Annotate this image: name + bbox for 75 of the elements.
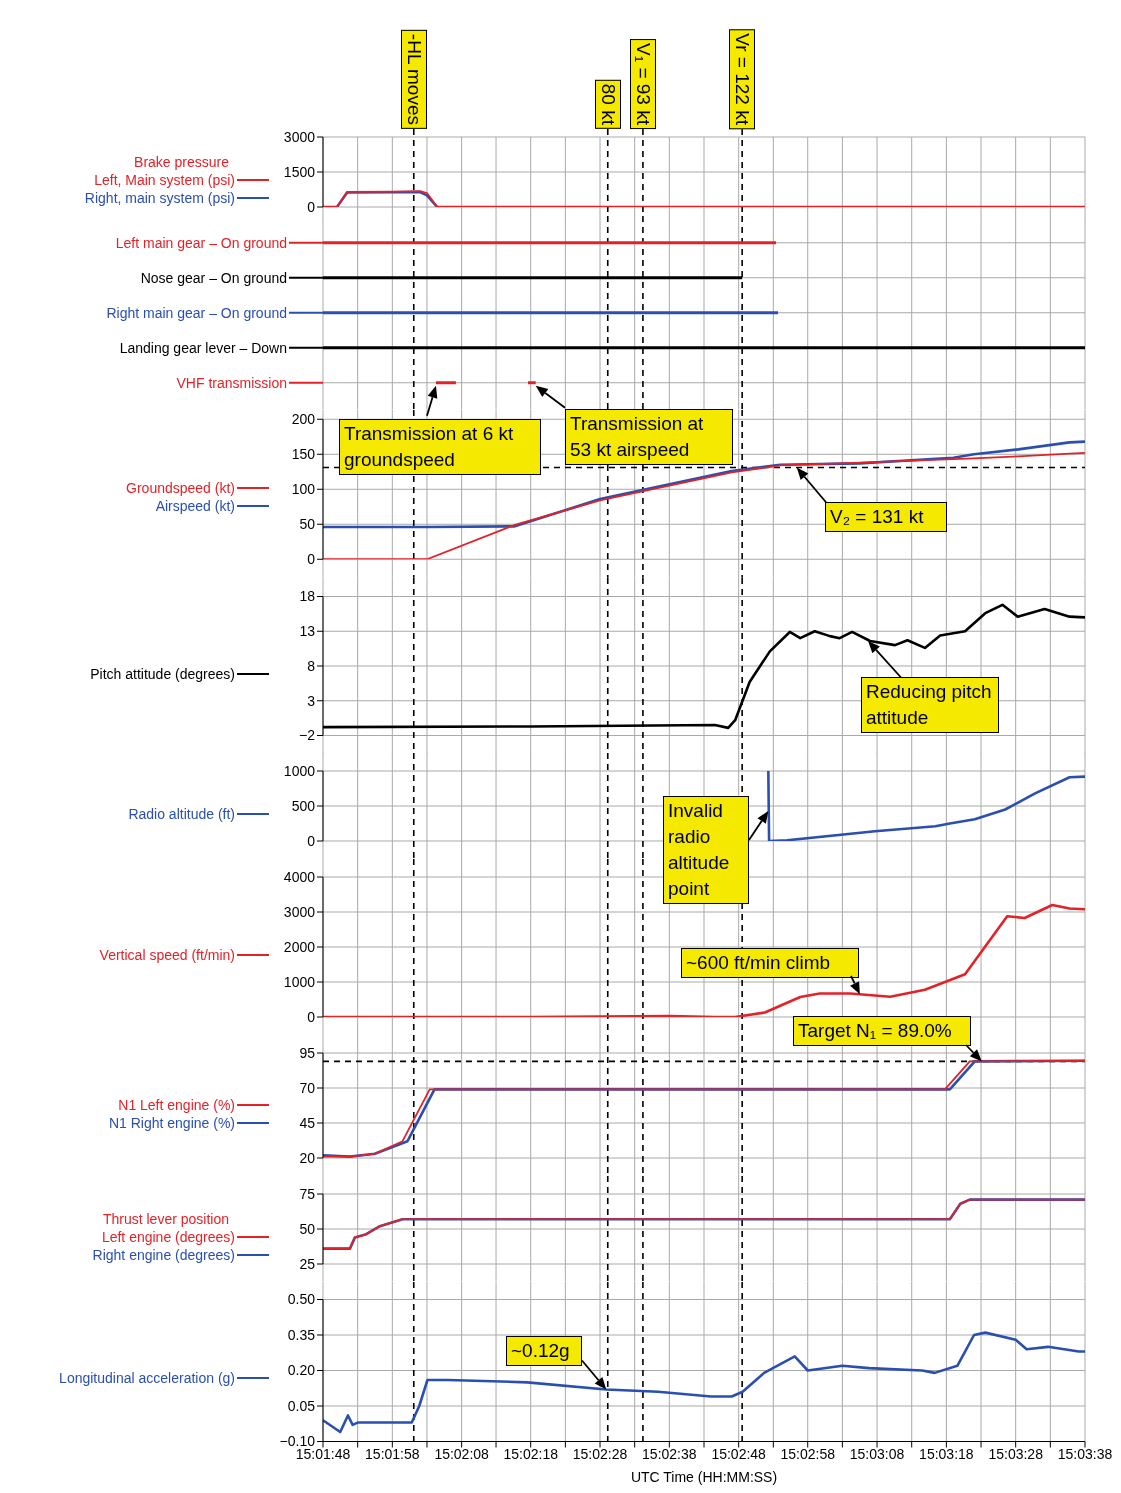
annotation: ~0.12g: [511, 1340, 570, 1361]
y-tick-label: −2: [299, 726, 316, 743]
y-tick-label: 25: [299, 1255, 316, 1272]
legend-title: Brake pressure: [134, 153, 229, 171]
x-tick-label: 15:03:18: [919, 1445, 974, 1462]
x-tick-label: 15:02:38: [642, 1445, 697, 1462]
annotation: Reducing pitch attitude: [866, 681, 992, 728]
y-tick-label: 0: [307, 550, 316, 567]
text: V₁ = 93 kt: [632, 43, 654, 125]
y-tick-label: 1000: [283, 762, 316, 779]
annotation: Invalid radio altitude point: [668, 800, 730, 899]
legend-label: Airspeed (kt): [155, 497, 235, 515]
y-tick-label: 70: [299, 1079, 316, 1096]
x-tick-label: 15:02:58: [780, 1445, 836, 1462]
y-tick-label: 50: [299, 1220, 316, 1237]
legend-label: Pitch attitude (degrees): [90, 664, 235, 683]
y-tick-label: 1500: [283, 163, 316, 180]
text: Vr = 122 kt: [732, 33, 754, 125]
annotation: Target N₁ = 89.0%: [798, 1020, 952, 1041]
annotation: V₂ = 131 kt: [830, 506, 924, 527]
y-tick-label: 3: [307, 692, 316, 709]
legend-label: Vertical speed (ft/min): [99, 946, 235, 964]
y-tick-label: 0: [307, 1008, 316, 1025]
y-tick-label: 13: [299, 622, 316, 639]
y-tick-label: Landing gear lever – Down: [119, 340, 287, 356]
x-tick-label: 15:02:28: [572, 1445, 628, 1462]
y-tick-label: 3000: [283, 128, 316, 145]
legend-label: Radio altitude (ft): [128, 805, 235, 823]
text: -HL moves: [403, 33, 425, 125]
y-tick-label: 95: [299, 1044, 316, 1061]
y-tick-label: 1000: [283, 973, 316, 990]
annotation: Transmission at 53 kt airspeed: [570, 413, 704, 460]
annotation: Transmission at 6 kt groundspeed: [344, 423, 514, 470]
y-tick-label: 50: [299, 515, 316, 532]
y-tick-label: 0.50: [287, 1290, 316, 1307]
legend-title: Thrust lever position: [102, 1210, 229, 1228]
y-tick-label: 18: [299, 587, 316, 604]
y-tick-label: Nose gear – On ground: [140, 270, 287, 286]
text: 80 kt: [597, 83, 619, 125]
legend-label: N1 Left engine (%): [118, 1095, 235, 1114]
y-tick-label: 500: [291, 797, 316, 814]
y-tick-label: 20: [299, 1149, 316, 1166]
y-tick-label: 200: [291, 410, 316, 427]
y-tick-label: 0: [307, 832, 316, 849]
x-tick-label: 15:01:58: [365, 1445, 420, 1462]
y-tick-label: 2000: [283, 938, 316, 955]
x-tick-label: 15:02:48: [711, 1445, 767, 1462]
y-tick-label: 75: [299, 1185, 316, 1202]
y-tick-label: 0.20: [287, 1361, 316, 1378]
x-tick-label: 15:03:28: [988, 1445, 1044, 1462]
y-tick-label: 0.35: [287, 1326, 316, 1343]
legend-label: Left engine (degrees): [101, 1228, 235, 1246]
y-tick-label: VHF transmission: [176, 375, 287, 391]
x-tick-label: 15:02:18: [503, 1445, 559, 1462]
y-tick-label: 8: [307, 657, 316, 674]
y-tick-label: Left main gear – On ground: [115, 235, 287, 251]
y-tick-label: 3000: [283, 903, 316, 920]
x-tick-label: 15:03:38: [1057, 1445, 1113, 1462]
y-tick-label: 150: [291, 445, 316, 462]
y-tick-label: 0.05: [287, 1397, 316, 1414]
annotation: ~600 ft/min climb: [686, 952, 831, 973]
x-tick-label: 15:02:08: [434, 1445, 490, 1462]
legend-label: N1 Right engine (%): [108, 1113, 235, 1132]
x-axis-title: UTC Time (HH:MM:SS): [630, 1469, 778, 1485]
y-tick-label: Right main gear – On ground: [106, 305, 287, 321]
y-tick-label: 100: [291, 480, 316, 497]
legend-label: Longitudinal acceleration (g): [59, 1369, 235, 1387]
y-tick-label: 4000: [283, 868, 316, 885]
y-tick-label: 45: [299, 1114, 316, 1131]
y-tick-label: 0: [307, 198, 316, 215]
legend-label: Right, main system (psi): [84, 189, 235, 207]
x-tick-label: 15:03:08: [849, 1445, 905, 1462]
legend-label: Left, Main system (psi): [94, 171, 235, 189]
legend-label: Groundspeed (kt): [126, 479, 235, 497]
legend-label: Right engine (degrees): [92, 1246, 235, 1264]
